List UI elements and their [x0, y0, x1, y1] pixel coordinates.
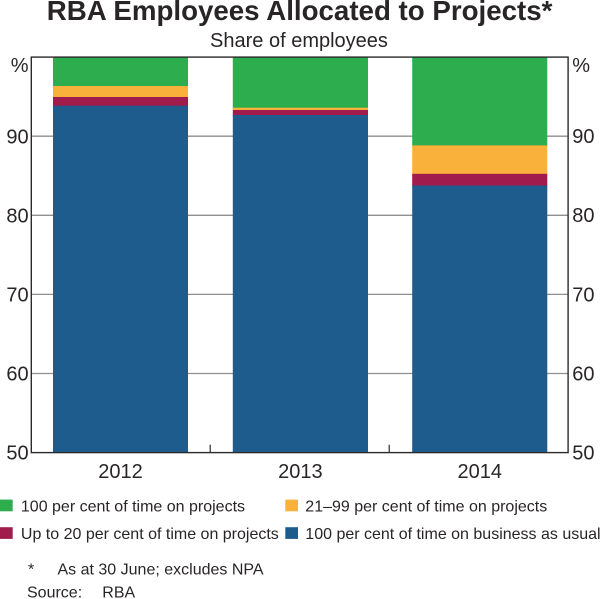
svg-text:60: 60 [572, 363, 594, 385]
svg-text:90: 90 [572, 126, 594, 148]
svg-text:Up to 20 per cent of time on p: Up to 20 per cent of time on projects [21, 526, 279, 543]
svg-text:Source:: Source: [27, 585, 82, 599]
svg-text:80: 80 [572, 205, 594, 227]
svg-text:70: 70 [6, 285, 28, 307]
svg-text:*: * [28, 562, 34, 579]
svg-text:%: % [572, 55, 590, 77]
svg-text:100 per cent of time on busine: 100 per cent of time on business as usua… [305, 526, 600, 543]
svg-text:21–99 per cent of time on proj: 21–99 per cent of time on projects [305, 498, 547, 515]
svg-text:70: 70 [572, 284, 594, 306]
svg-text:60: 60 [6, 364, 28, 386]
svg-text:2014: 2014 [458, 461, 503, 483]
svg-text:90: 90 [6, 126, 28, 148]
svg-text:As at 30 June; excludes NPA: As at 30 June; excludes NPA [58, 562, 264, 579]
svg-text:100 per cent of time on projec: 100 per cent of time on projects [21, 498, 245, 515]
svg-text:50: 50 [6, 442, 28, 464]
svg-text:RBA: RBA [102, 585, 135, 599]
svg-text:2013: 2013 [278, 461, 323, 483]
svg-text:RBA Employees Allocated to Pro: RBA Employees Allocated to Projects* [47, 0, 553, 26]
svg-text:2012: 2012 [98, 461, 143, 483]
svg-text:%: % [11, 55, 29, 77]
svg-text:50: 50 [572, 442, 594, 464]
svg-text:Share of employees: Share of employees [210, 30, 388, 52]
svg-text:80: 80 [6, 206, 28, 228]
